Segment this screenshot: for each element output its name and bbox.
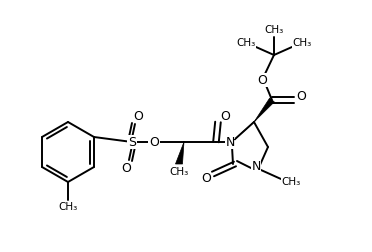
Text: S: S: [128, 136, 136, 148]
Text: O: O: [133, 110, 143, 122]
Text: O: O: [220, 110, 230, 122]
Polygon shape: [254, 98, 274, 122]
Polygon shape: [234, 120, 256, 140]
Text: N: N: [225, 136, 235, 148]
Text: O: O: [121, 162, 131, 174]
Text: O: O: [296, 89, 306, 103]
Text: O: O: [149, 136, 159, 148]
Text: CH₃: CH₃: [58, 202, 78, 212]
Text: CH₃: CH₃: [264, 25, 283, 35]
Polygon shape: [176, 142, 184, 164]
Text: O: O: [257, 74, 267, 86]
Text: CH₃: CH₃: [169, 167, 189, 177]
Text: O: O: [201, 173, 211, 185]
Text: N: N: [251, 161, 261, 173]
Text: CH₃: CH₃: [292, 38, 312, 48]
Text: CH₃: CH₃: [281, 177, 301, 187]
Text: CH₃: CH₃: [236, 38, 256, 48]
